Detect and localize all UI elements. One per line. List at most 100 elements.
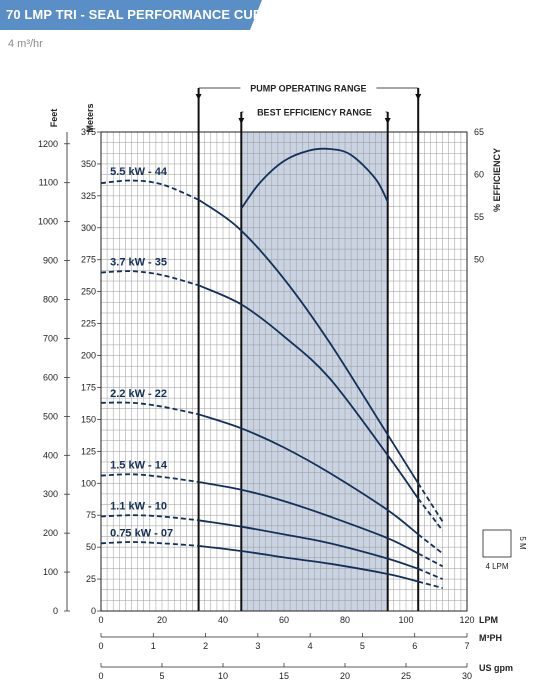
m3ph-tick-label: 1 — [151, 641, 156, 651]
m3ph-tick-label: 0 — [98, 641, 103, 651]
curve-dashed-right — [417, 580, 443, 589]
curve-dashed-left — [100, 270, 199, 287]
feet-tick-label: 800 — [43, 295, 58, 305]
lpm-tick-label: 120 — [459, 615, 474, 625]
m3ph-tick-label: 3 — [255, 641, 260, 651]
curve-solid — [198, 545, 419, 583]
curve-dashed-right — [417, 498, 444, 532]
curve-dashed-left — [100, 179, 199, 201]
meters-tick-label: 175 — [81, 382, 96, 392]
m3ph-axis-title: M³PH — [479, 633, 502, 643]
lpm-tick-label: 40 — [218, 615, 228, 625]
curve-dashed-right — [417, 567, 443, 580]
meters-tick-label: 200 — [81, 351, 96, 361]
best-efficiency-range-arrow-left — [238, 118, 245, 124]
meters-tick-label: 300 — [81, 223, 96, 233]
curve-dashed-right — [417, 552, 444, 568]
curve-dashed-left — [100, 541, 199, 547]
feet-tick-label: 600 — [43, 372, 58, 382]
lpm-tick-label: 80 — [340, 615, 350, 625]
curve-dashed-left — [100, 401, 199, 416]
title-banner: 70 LMP TRI - SEAL PERFORMANCE CURVES — [0, 0, 288, 30]
m3ph-tick-label: 2 — [203, 641, 208, 651]
us-gpm-axis-title: US gpm — [479, 663, 513, 673]
efficiency-tick-label: 55 — [474, 212, 484, 222]
meters-tick-label: 225 — [81, 319, 96, 329]
m3ph-tick-label: 6 — [412, 641, 417, 651]
feet-tick-label: 300 — [43, 489, 58, 499]
feet-tick-label: 200 — [43, 528, 58, 538]
feet-tick-label: 100 — [43, 567, 58, 577]
m3ph-tick-label: 4 — [308, 641, 313, 651]
curve-solid — [198, 284, 419, 500]
meters-tick-label: 50 — [86, 542, 96, 552]
best-efficiency-range-label: BEST EFFICIENCY RANGE — [257, 108, 372, 118]
lpm-tick-label: 20 — [157, 615, 167, 625]
scale-box — [482, 529, 512, 558]
pump-operating-range-arrow-right — [415, 94, 422, 100]
curve-solid — [198, 198, 419, 484]
scale-box-height-label: 5 M — [518, 536, 527, 550]
pump-operating-range-arrow-left — [195, 94, 202, 100]
series-label: 0.75 kW - 07 — [110, 527, 173, 539]
series-label: 1.5 kW - 14 — [110, 460, 168, 472]
series-label: 2.2 kW - 22 — [110, 388, 167, 400]
series-label: 5.5 kW - 44 — [110, 166, 168, 178]
meters-tick-label: 350 — [81, 159, 96, 169]
meters-tick-label: 375 — [81, 127, 96, 137]
page-title: 70 LMP TRI - SEAL PERFORMANCE CURVES — [6, 7, 289, 22]
meters-tick-label: 100 — [81, 478, 96, 488]
m3ph-tick-label: 7 — [464, 641, 469, 651]
efficiency-tick-label: 65 — [474, 127, 484, 137]
lpm-tick-label: 0 — [98, 615, 103, 625]
meters-tick-label: 150 — [81, 414, 96, 424]
series-label: 1.1 kW - 10 — [110, 500, 167, 512]
efficiency-axis-title: % EFFICIENCY — [492, 148, 502, 212]
meters-tick-label: 25 — [86, 574, 96, 584]
lpm-axis-title: LPM — [479, 615, 498, 625]
pump-operating-range-label: PUMP OPERATING RANGE — [250, 84, 366, 94]
us-gpm-tick-label: 20 — [340, 671, 350, 681]
meters-tick-label: 125 — [81, 446, 96, 456]
us-gpm-tick-label: 5 — [159, 671, 164, 681]
meters-tick-label: 325 — [81, 191, 96, 201]
curve-solid — [198, 413, 419, 536]
meters-axis-title: Meters — [85, 103, 95, 132]
feet-tick-label: 0 — [53, 606, 58, 616]
meters-tick-label: 250 — [81, 287, 96, 297]
feet-tick-label: 500 — [43, 411, 58, 421]
meters-tick-label: 275 — [81, 255, 96, 265]
efficiency-curve — [240, 147, 389, 210]
best-efficiency-range-arrow-right — [384, 118, 391, 124]
plot-frame — [100, 131, 468, 612]
feet-tick-label: 700 — [43, 333, 58, 343]
feet-tick-label: 1000 — [38, 217, 58, 227]
m3ph-tick-label: 5 — [360, 641, 365, 651]
us-gpm-tick-label: 30 — [462, 671, 472, 681]
flow-rate-subtitle: 4 m³/hr — [8, 38, 43, 50]
lpm-tick-label: 60 — [279, 615, 289, 625]
us-gpm-tick-label: 10 — [218, 671, 228, 681]
feet-axis-title: Feet — [49, 109, 59, 128]
curve-dashed-left — [100, 514, 199, 522]
feet-tick-label: 400 — [43, 450, 58, 460]
curve-solid — [198, 519, 419, 570]
lpm-tick-label: 100 — [398, 615, 413, 625]
meters-tick-label: 75 — [86, 510, 96, 520]
us-gpm-tick-label: 0 — [98, 671, 103, 681]
us-gpm-tick-label: 15 — [279, 671, 289, 681]
banner-shape — [0, 0, 262, 30]
curve-dashed-right — [417, 533, 444, 555]
efficiency-tick-label: 60 — [474, 170, 484, 180]
series-label: 3.7 kW - 35 — [110, 256, 167, 268]
curve-dashed-left — [100, 473, 199, 483]
feet-tick-label: 900 — [43, 256, 58, 266]
curve-solid — [198, 481, 419, 555]
us-gpm-tick-label: 25 — [401, 671, 411, 681]
feet-tick-label: 1100 — [39, 178, 58, 188]
feet-tick-label: 1200 — [38, 139, 58, 149]
scale-box-width-label: 4 LPM — [485, 562, 508, 571]
curve-dashed-right — [417, 482, 444, 523]
efficiency-tick-label: 50 — [474, 255, 484, 265]
